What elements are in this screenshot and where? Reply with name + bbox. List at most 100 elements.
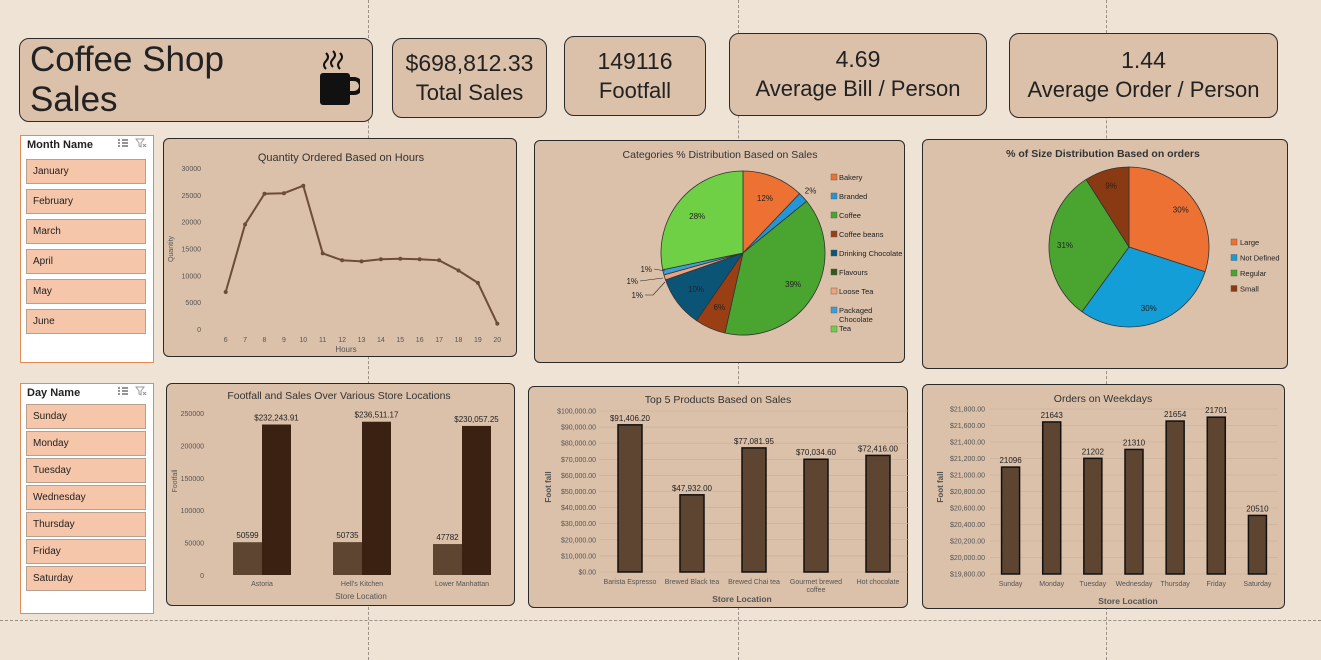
y-tick-label: $50,000.00 [561,489,596,496]
leader-line [653,268,666,272]
data-point [495,321,500,326]
slice-label: 39% [785,280,801,289]
x-tick-label: coffee [807,587,826,594]
legend-swatch [1230,269,1238,277]
data-point [301,183,306,188]
x-tick-label: 18 [455,337,463,344]
slicer-item-friday[interactable]: Friday [26,539,146,564]
clear-filter-icon[interactable] [135,138,147,151]
y-tick-label: 20000 [182,220,202,227]
x-tick-label: 15 [396,337,404,344]
data-point [281,191,286,196]
y-tick-label: $20,600.00 [950,506,985,513]
data-label: 21643 [1041,411,1064,420]
slicer-item-march[interactable]: March [26,219,146,244]
pie-slice [724,200,826,336]
slicer-item-may[interactable]: May [26,279,146,304]
slicer-item-tuesday[interactable]: Tuesday [26,458,146,483]
y-tick-label: 5000 [185,300,201,307]
data-point [223,289,228,294]
data-label: $91,406.20 [610,414,651,423]
legend-swatch [830,230,838,238]
y-tick-label: 30000 [182,166,202,173]
legend-label: Tea [839,324,852,333]
x-tick-label: Friday [1207,581,1227,588]
x-tick-label: Gourmet brewed [790,579,842,586]
legend-swatch [830,192,838,200]
slicer-item-label: Monday [33,438,69,449]
chart-title: % of Size Distribution Based on orders [1006,148,1200,160]
x-tick-label: 14 [377,337,385,344]
slice-label: 1% [631,291,643,300]
slicer-item-saturday[interactable]: Saturday [26,566,146,591]
data-label: 21310 [1123,438,1146,447]
y-tick-label: $80,000.00 [561,441,596,448]
x-tick-label: 9 [282,337,286,344]
data-point [243,222,248,227]
data-label: $47,932.00 [672,484,713,493]
x-tick-label: Tuesday [1080,581,1107,588]
legend-swatch [830,211,838,219]
legend-swatch [830,287,838,295]
data-label: 47782 [436,533,459,542]
legend-swatch [830,325,838,333]
pie-slice [1081,246,1206,328]
clear-filter-icon[interactable] [135,386,147,399]
slicer-item-wednesday[interactable]: Wednesday [26,485,146,510]
legend-label: Not Defined [1240,254,1280,263]
chart-title: Quantity Ordered Based on Hours [258,152,425,164]
slicer-item-label: Sunday [33,411,67,422]
y-tick-label: $0.00 [578,570,596,577]
y-tick-label: 150000 [181,476,204,483]
bar [1041,421,1062,575]
bar [1247,514,1268,575]
multi-select-icon[interactable] [117,386,129,399]
bar [433,544,462,575]
data-label: $70,034.60 [796,448,837,457]
legend-label: Coffee beans [839,230,884,239]
legend-label: Loose Tea [839,287,874,296]
slice-label: 9% [1105,182,1117,191]
y-tick-label: $21,600.00 [950,423,985,430]
pie-slice [1085,166,1130,249]
legend-label: Small [1240,285,1259,294]
slicer-item-june[interactable]: June [26,309,146,334]
legend-swatch [1230,285,1238,292]
x-tick-label: Saturday [1243,581,1272,588]
y-tick-label: $20,000.00 [561,537,596,544]
y-tick-label: 0 [200,573,204,580]
y-tick-label: $90,000.00 [561,425,596,432]
slicer-item-february[interactable]: February [26,189,146,214]
y-tick-label: $21,400.00 [950,440,985,447]
slicer-item-monday[interactable]: Monday [26,431,146,456]
y-tick-label: 50000 [185,541,205,548]
bar [462,425,491,575]
slicer-item-thursday[interactable]: Thursday [26,512,146,537]
products-bar-chart: Top 5 Products Based on Sales $0.00 $10,00… [544,394,909,604]
data-label: 20510 [1246,504,1269,513]
slicer-item-april[interactable]: April [26,249,146,274]
sizes-chart-panel: % of Size Distribution Based on orders 30… [922,139,1288,369]
slice-label: 30% [1173,205,1189,214]
legend-swatch [830,268,838,276]
kpi-footfall: 149116 Footfall [564,36,706,116]
locations-bar-chart: Footfall and Sales Over Various Store Lo… [172,390,499,601]
x-tick-label: 8 [263,337,267,344]
x-tick-label: Brewed Chai tea [728,579,780,586]
slicer-item-label: April [33,256,54,267]
kpi-label: Footfall [598,77,672,103]
x-tick-label: 11 [319,337,326,344]
legend-label: Bakery [839,173,863,182]
legend-label: Regular [1240,269,1267,278]
x-axis-label: Store Location [335,592,387,601]
data-label: 21701 [1205,406,1228,415]
pie-slice [742,170,801,254]
x-tick-label: 19 [474,337,482,344]
slicer-item-sunday[interactable]: Sunday [26,404,146,429]
data-label: $236,511.17 [355,411,399,420]
slice-label: 1% [640,265,652,274]
slicer-item-january[interactable]: January [26,159,146,184]
multi-select-icon[interactable] [117,138,129,151]
legend-label: Coffee [839,211,861,220]
slice-label: 1% [626,277,638,286]
